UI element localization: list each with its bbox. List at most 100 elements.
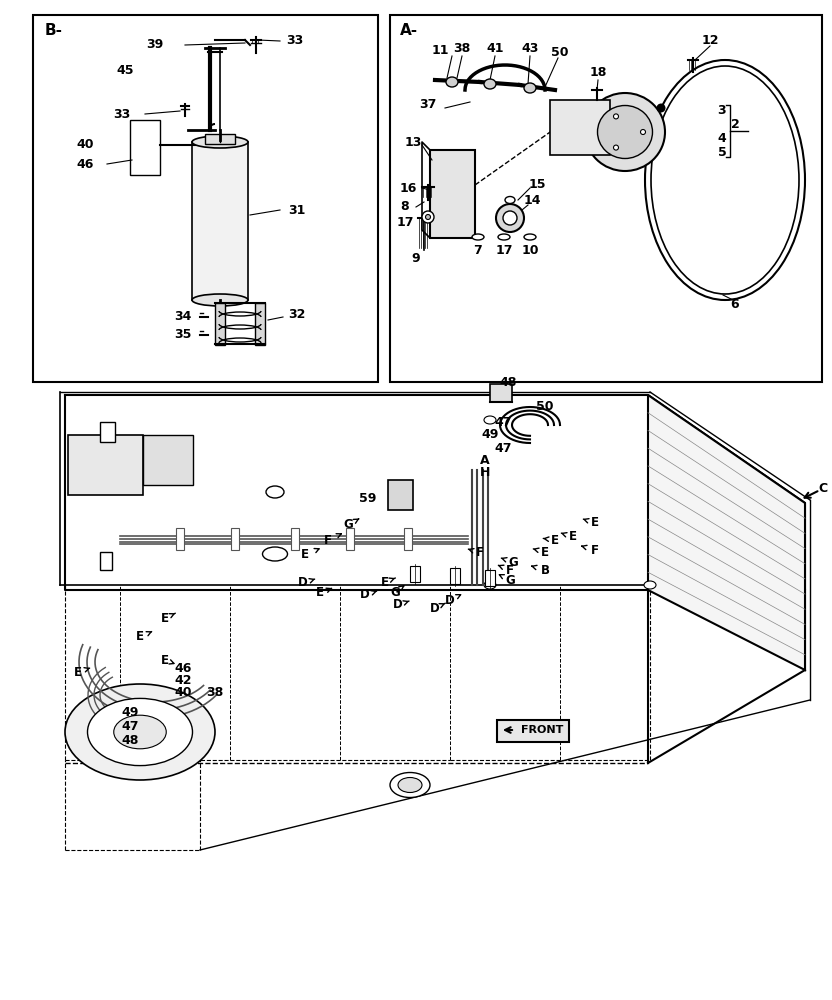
Bar <box>143 435 193 485</box>
Bar <box>404 528 412 550</box>
Bar <box>68 435 143 495</box>
Text: 9: 9 <box>412 252 420 265</box>
Text: 6: 6 <box>730 298 740 312</box>
Text: 11: 11 <box>431 43 448 56</box>
Ellipse shape <box>390 772 430 798</box>
Text: E: E <box>541 546 549 558</box>
Ellipse shape <box>503 211 517 225</box>
Text: F: F <box>324 534 332 546</box>
Bar <box>176 528 184 550</box>
Bar <box>33 15 378 382</box>
Bar <box>215 303 225 345</box>
Text: 38: 38 <box>453 41 471 54</box>
Text: 46: 46 <box>175 662 191 674</box>
Text: D: D <box>298 576 308 589</box>
Text: E: E <box>161 611 169 624</box>
Ellipse shape <box>263 547 288 561</box>
Bar <box>192 142 248 300</box>
Ellipse shape <box>613 114 618 119</box>
Bar <box>255 303 265 345</box>
Bar <box>410 566 420 582</box>
Text: 39: 39 <box>146 38 164 51</box>
Text: 34: 34 <box>175 310 191 324</box>
Text: E: E <box>74 666 82 678</box>
Text: A-: A- <box>400 23 418 38</box>
Text: FRONT: FRONT <box>521 725 563 735</box>
Text: 12: 12 <box>701 33 719 46</box>
Text: E: E <box>569 530 577 544</box>
Ellipse shape <box>524 234 536 240</box>
Text: 41: 41 <box>486 41 503 54</box>
Bar <box>485 570 495 586</box>
Text: 8: 8 <box>401 200 409 214</box>
Ellipse shape <box>651 66 799 294</box>
Ellipse shape <box>446 77 458 87</box>
Bar <box>130 120 160 175</box>
Polygon shape <box>648 395 805 670</box>
Text: 15: 15 <box>528 178 546 190</box>
Bar <box>291 528 299 550</box>
Text: 43: 43 <box>522 41 538 54</box>
Ellipse shape <box>524 83 536 93</box>
Bar <box>490 384 512 402</box>
Text: E: E <box>591 516 599 530</box>
Text: 7: 7 <box>473 243 483 256</box>
Text: 14: 14 <box>523 194 541 207</box>
Ellipse shape <box>645 60 805 300</box>
Text: 49: 49 <box>482 428 498 442</box>
Text: 4: 4 <box>718 131 726 144</box>
Text: 17: 17 <box>396 216 414 229</box>
Ellipse shape <box>422 211 434 223</box>
Ellipse shape <box>484 79 496 89</box>
Text: B-: B- <box>45 23 63 38</box>
Ellipse shape <box>641 129 646 134</box>
Text: 3: 3 <box>718 104 726 116</box>
Text: D: D <box>430 601 440 614</box>
Text: C: C <box>818 482 827 494</box>
Text: 45: 45 <box>116 64 134 77</box>
Text: F: F <box>476 546 484 560</box>
Ellipse shape <box>425 215 430 220</box>
Text: 33: 33 <box>286 33 304 46</box>
Text: 42: 42 <box>174 674 191 686</box>
Text: 38: 38 <box>206 686 224 698</box>
Bar <box>497 720 569 742</box>
Ellipse shape <box>114 715 166 749</box>
Ellipse shape <box>398 778 422 792</box>
Bar <box>430 150 475 238</box>
Text: 32: 32 <box>289 308 305 322</box>
Ellipse shape <box>505 196 515 204</box>
Bar <box>450 568 460 584</box>
Text: 37: 37 <box>419 99 437 111</box>
Bar <box>100 422 115 442</box>
Ellipse shape <box>192 294 248 306</box>
Text: 35: 35 <box>175 328 191 342</box>
Text: 31: 31 <box>289 204 305 217</box>
Text: D: D <box>445 593 455 606</box>
Text: E: E <box>551 534 559 546</box>
Bar <box>231 528 239 550</box>
Bar <box>205 134 235 144</box>
Text: 49: 49 <box>121 706 139 720</box>
Ellipse shape <box>65 684 215 780</box>
Ellipse shape <box>613 145 618 150</box>
Text: E: E <box>136 631 144 644</box>
Text: H: H <box>480 466 490 480</box>
Text: E: E <box>301 548 309 562</box>
Bar <box>388 480 413 510</box>
Bar <box>550 100 610 155</box>
Text: F: F <box>591 544 599 556</box>
Ellipse shape <box>498 234 510 240</box>
Text: 48: 48 <box>121 734 139 748</box>
Text: 17: 17 <box>495 243 513 256</box>
Ellipse shape <box>496 204 524 232</box>
Ellipse shape <box>597 105 652 158</box>
Ellipse shape <box>87 698 192 766</box>
Ellipse shape <box>484 416 496 424</box>
Text: G: G <box>505 574 515 586</box>
Bar <box>346 528 354 550</box>
Text: 46: 46 <box>77 157 94 170</box>
Text: E: E <box>316 586 324 599</box>
Ellipse shape <box>644 581 656 589</box>
Text: B: B <box>541 564 549 576</box>
